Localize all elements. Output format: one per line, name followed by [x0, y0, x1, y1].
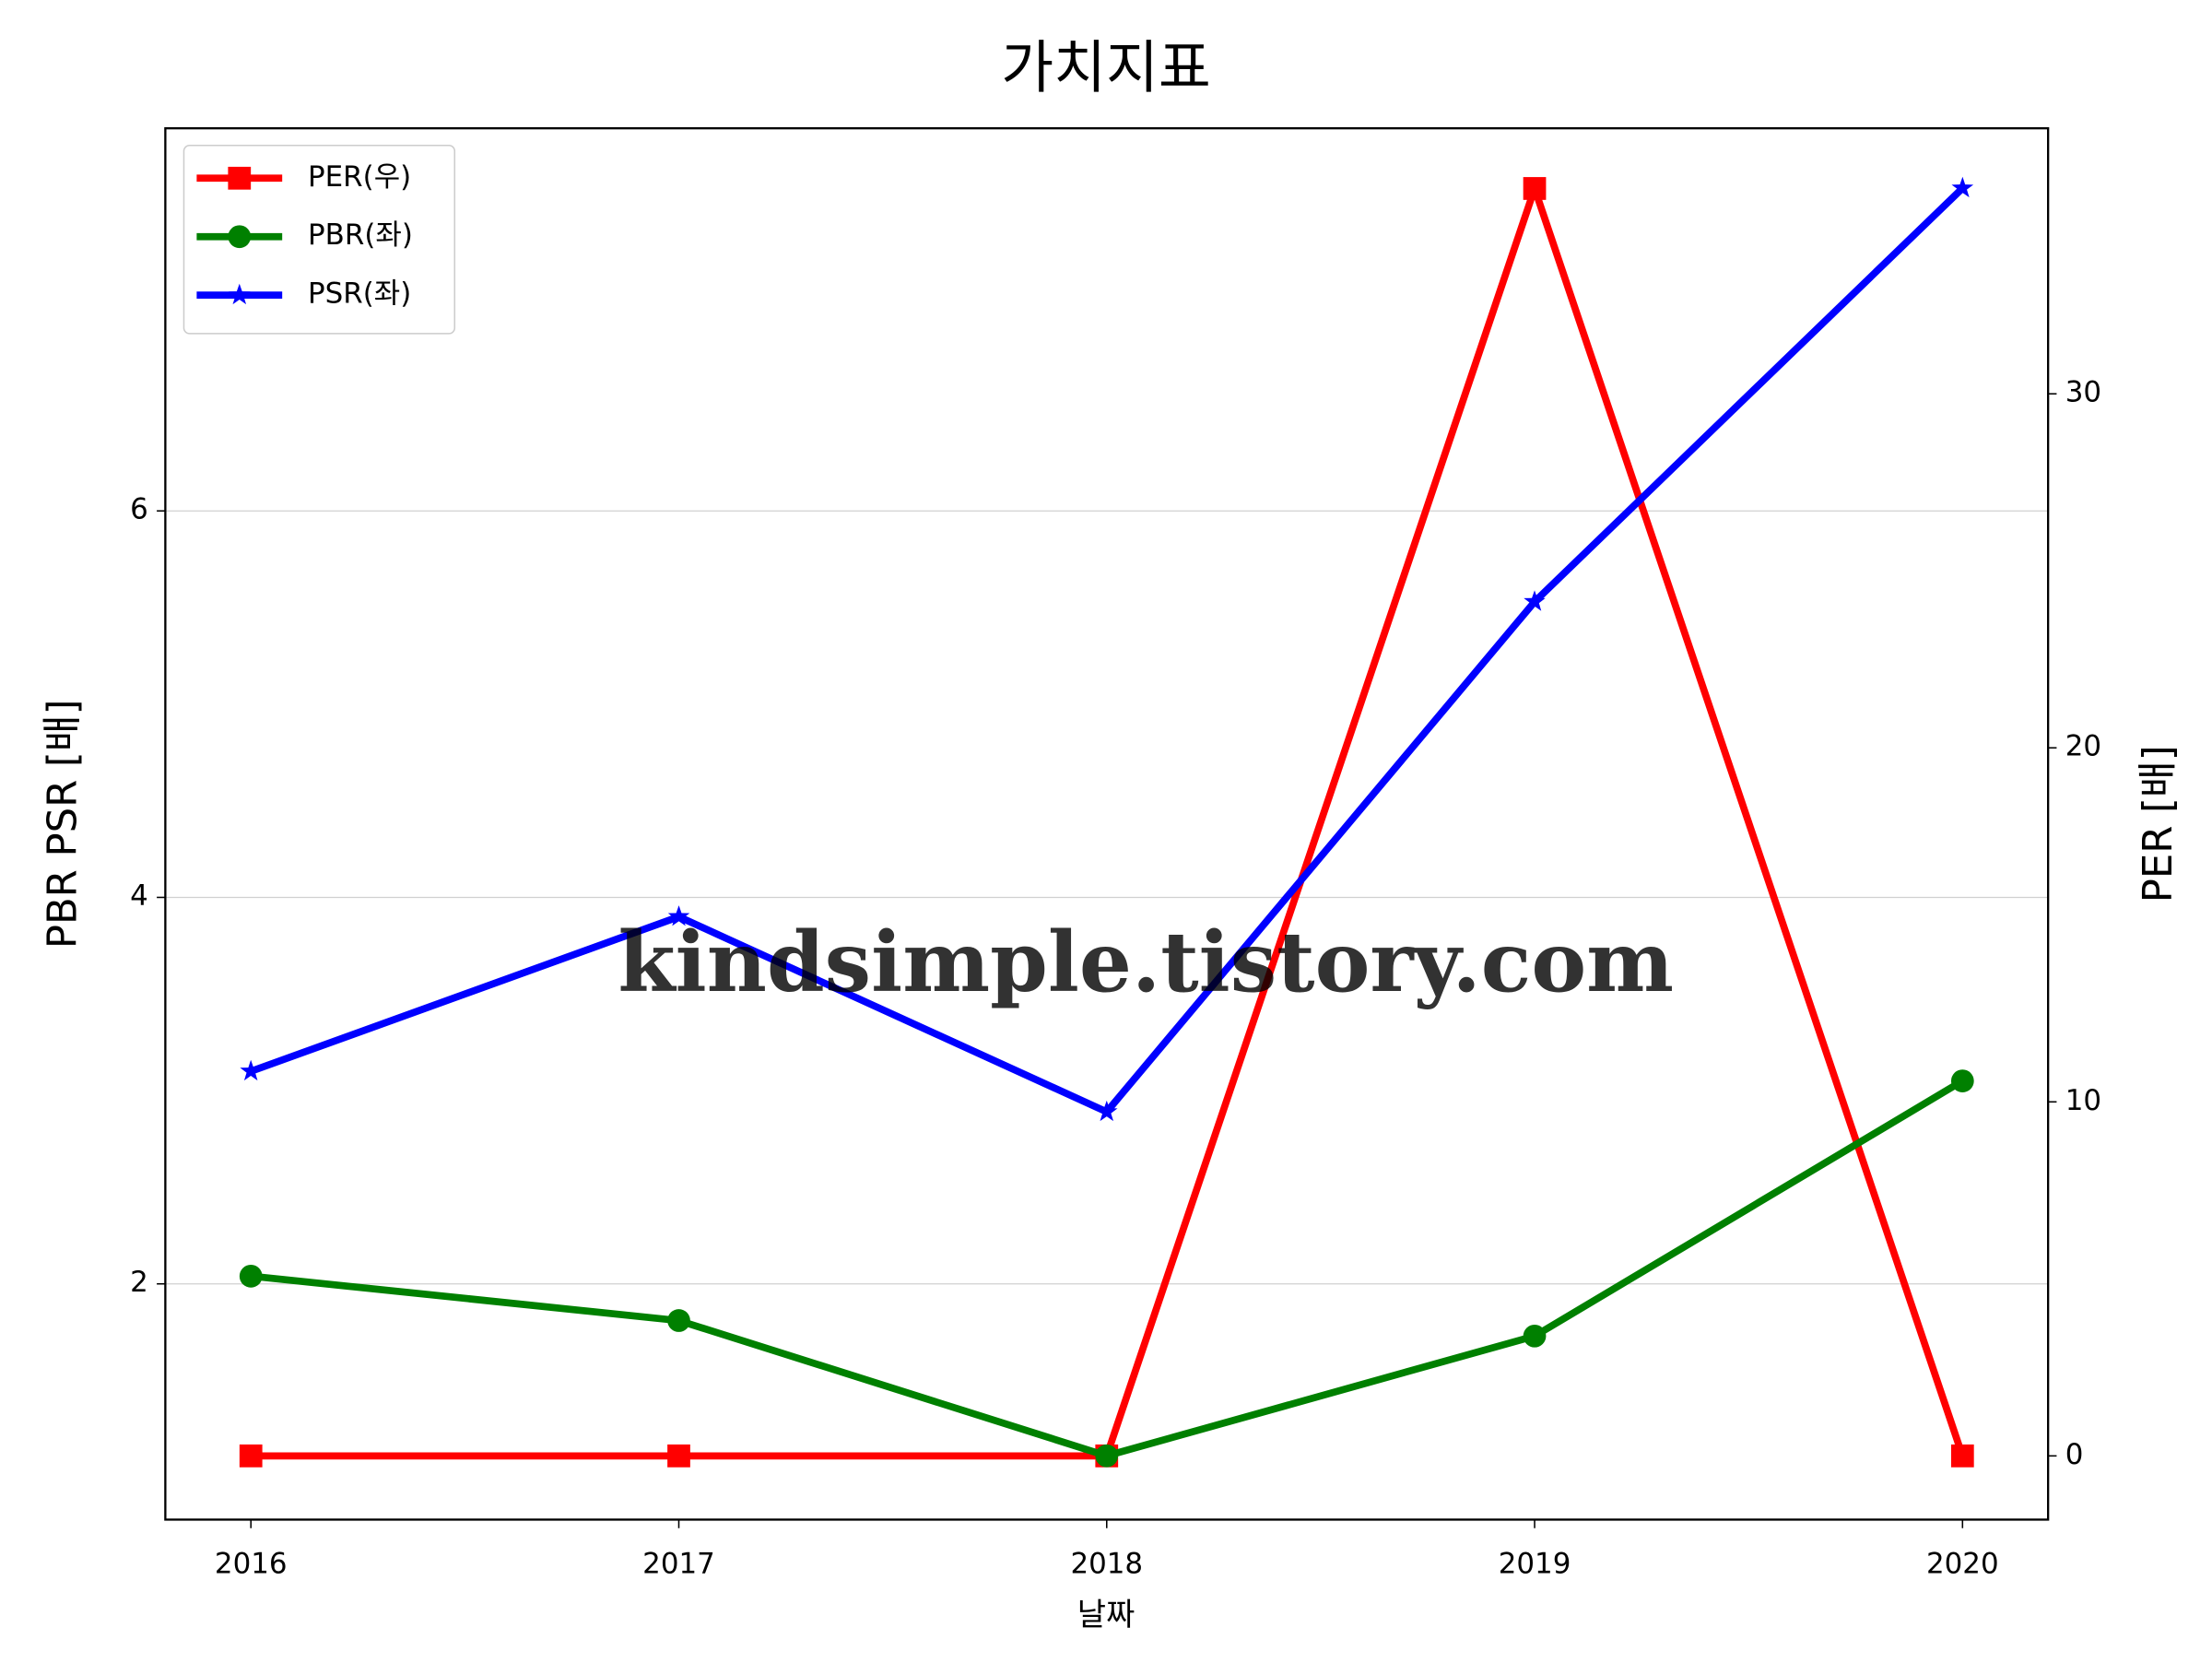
point: [1524, 590, 1546, 611]
x-tick-label: 2018: [1070, 1547, 1143, 1580]
x-tick-label: 2019: [1499, 1547, 1571, 1580]
legend-label: PER(우): [308, 160, 411, 194]
legend-frame: [182, 144, 456, 335]
point: [1951, 176, 1974, 198]
legend-label: PBR(좌): [308, 218, 413, 252]
point: [667, 1444, 690, 1468]
y-tick-label: 4: [130, 879, 148, 913]
point: [1095, 1444, 1119, 1468]
chart-title: 가치지표: [1001, 34, 1211, 100]
x-tick-label: 2020: [1926, 1547, 1999, 1580]
point: [1950, 1069, 1974, 1092]
point: [239, 1264, 263, 1288]
legend-marker: [229, 283, 251, 305]
point: [1523, 177, 1547, 200]
y-axis-label: PBR PSR [배]: [41, 700, 87, 949]
point: [667, 905, 690, 926]
point: [239, 1444, 263, 1468]
plot-frame: [164, 127, 2050, 1521]
y-tick-label: 2: [130, 1266, 148, 1299]
x-tick-label: 2016: [215, 1547, 288, 1580]
y2-tick-label: 20: [2065, 730, 2101, 763]
watermark: kindsimple.tistory.com: [618, 914, 1675, 1011]
x-tick-label: 2017: [642, 1547, 715, 1580]
point: [1523, 1324, 1547, 1348]
point: [667, 1309, 690, 1332]
y2-tick-label: 0: [2065, 1438, 2084, 1471]
x-axis-label: 날짜: [1077, 1597, 1135, 1634]
y2-tick-label: 10: [2065, 1084, 2101, 1117]
legend: PER(우) PBR(좌) PSR(좌): [182, 144, 456, 335]
point: [1096, 1100, 1118, 1122]
legend-marker: [228, 166, 252, 190]
y-tick-label: 6: [130, 493, 148, 526]
legend-marker: [228, 225, 252, 249]
legend-label: PSR(좌): [308, 277, 411, 311]
point: [1950, 1444, 1974, 1468]
point: [240, 1059, 263, 1081]
y2-tick-label: 30: [2065, 376, 2101, 409]
y2-axis-label: PER [배]: [2136, 745, 2182, 902]
